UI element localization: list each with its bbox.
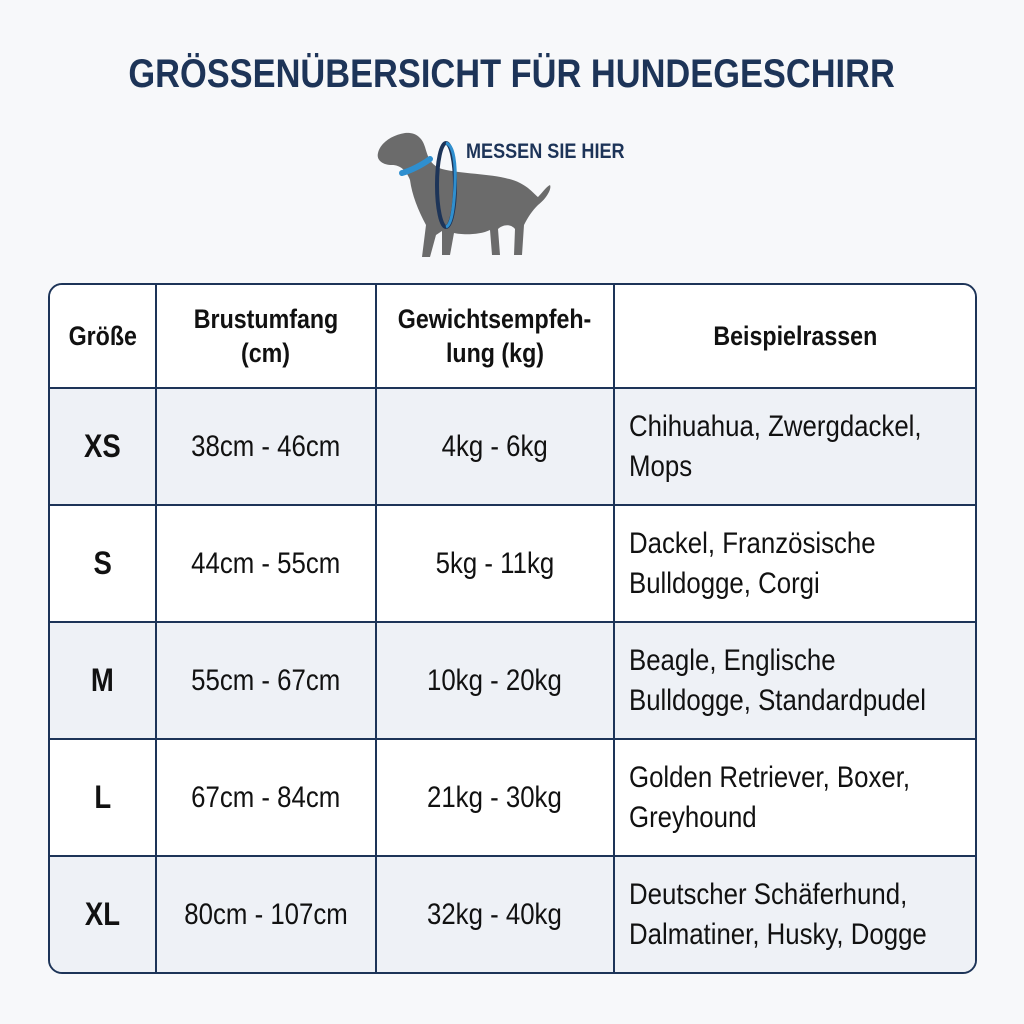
- table-header-row: Größe Brustumfang (cm) Gewichtsempfeh-lun…: [50, 285, 975, 389]
- header-weight: Gewichtsempfeh-lung (kg): [376, 285, 615, 389]
- breeds-line1: Deutscher Schäferhund,: [628, 877, 907, 911]
- breeds-line2: Bulldogge, Corgi: [628, 566, 820, 600]
- header-weight-line2: lung (kg): [445, 338, 544, 368]
- chest-value: 67cm - 84cm: [191, 780, 341, 814]
- size-value: L: [93, 779, 111, 815]
- table-row: S 44cm - 55cm 5kg - 11kg Dackel, Französ…: [50, 506, 975, 623]
- chest-value: 55cm - 67cm: [191, 663, 341, 697]
- breeds-line2: Greyhound: [628, 800, 757, 834]
- breeds-line1: Dackel, Französische: [628, 526, 876, 560]
- breeds-cell: Dackel, Französische Bulldogge, Corgi: [614, 506, 975, 623]
- header-chest: Brustumfang (cm): [156, 285, 377, 389]
- chest-cell: 55cm - 67cm: [156, 623, 377, 740]
- size-cell: L: [50, 740, 157, 857]
- measure-here-label: MESSEN SIE HIER: [466, 140, 650, 164]
- chest-value: 44cm - 55cm: [191, 546, 341, 580]
- chest-cell: 38cm - 46cm: [156, 389, 377, 506]
- breeds-cell: Chihuahua, Zwergdackel, Mops: [614, 389, 975, 506]
- dog-measure-icon: [377, 132, 551, 257]
- header-chest-line2: (cm): [241, 338, 291, 368]
- table-row: M 55cm - 67cm 10kg - 20kg Beagle, Englis…: [50, 623, 975, 740]
- breeds-line1: Chihuahua, Zwergdackel,: [628, 409, 922, 443]
- page-title: GRÖSSENÜBERSICHT FÜR HUNDEGESCHIRR: [0, 52, 1024, 97]
- size-chart-table: Größe Brustumfang (cm) Gewichtsempfeh-lun…: [48, 283, 977, 974]
- weight-value: 5kg - 11kg: [435, 546, 554, 580]
- chest-cell: 44cm - 55cm: [156, 506, 377, 623]
- breeds-line1: Golden Retriever, Boxer,: [628, 760, 910, 794]
- weight-value: 10kg - 20kg: [427, 663, 563, 697]
- table-row: XL 80cm - 107cm 32kg - 40kg Deutscher Sc…: [50, 857, 975, 972]
- breeds-line2: Mops: [628, 449, 692, 483]
- weight-cell: 21kg - 30kg: [376, 740, 615, 857]
- weight-cell: 4kg - 6kg: [376, 389, 615, 506]
- header-size-text: Größe: [68, 321, 137, 351]
- weight-cell: 5kg - 11kg: [376, 506, 615, 623]
- weight-value: 32kg - 40kg: [427, 897, 563, 931]
- size-cell: XS: [50, 389, 157, 506]
- header-breeds: Beispielrassen: [614, 285, 975, 389]
- weight-cell: 10kg - 20kg: [376, 623, 615, 740]
- breeds-line2: Dalmatiner, Husky, Dogge: [628, 917, 927, 951]
- size-cell: M: [50, 623, 157, 740]
- breeds-cell: Golden Retriever, Boxer, Greyhound: [614, 740, 975, 857]
- header-size: Größe: [50, 285, 157, 389]
- chest-value: 38cm - 46cm: [191, 429, 341, 463]
- size-cell: XL: [50, 857, 157, 972]
- breeds-line1: Beagle, Englische: [628, 643, 836, 677]
- weight-value: 21kg - 30kg: [427, 780, 563, 814]
- table-row: L 67cm - 84cm 21kg - 30kg Golden Retriev…: [50, 740, 975, 857]
- chest-cell: 67cm - 84cm: [156, 740, 377, 857]
- size-cell: S: [50, 506, 157, 623]
- measure-here-text: MESSEN SIE HIER: [466, 140, 625, 163]
- table-row: XS 38cm - 46cm 4kg - 6kg Chihuahua, Zwer…: [50, 389, 975, 506]
- chest-cell: 80cm - 107cm: [156, 857, 377, 972]
- header-weight-line1: Gewichtsempfeh-: [397, 304, 592, 334]
- breeds-cell: Deutscher Schäferhund, Dalmatiner, Husky,…: [614, 857, 975, 972]
- size-value: M: [90, 662, 114, 698]
- size-value: S: [93, 545, 112, 581]
- weight-value: 4kg - 6kg: [441, 429, 548, 463]
- breeds-line2: Bulldogge, Standardpudel: [628, 683, 926, 717]
- page-title-text: GRÖSSENÜBERSICHT FÜR HUNDEGESCHIRR: [128, 52, 896, 96]
- size-value: XS: [84, 428, 121, 464]
- weight-cell: 32kg - 40kg: [376, 857, 615, 972]
- header-chest-line1: Brustumfang: [193, 304, 338, 334]
- breeds-cell: Beagle, Englische Bulldogge, Standardpude…: [614, 623, 975, 740]
- size-value: XL: [84, 896, 120, 932]
- header-breeds-text: Beispielrassen: [712, 321, 877, 351]
- chest-value: 80cm - 107cm: [183, 897, 348, 931]
